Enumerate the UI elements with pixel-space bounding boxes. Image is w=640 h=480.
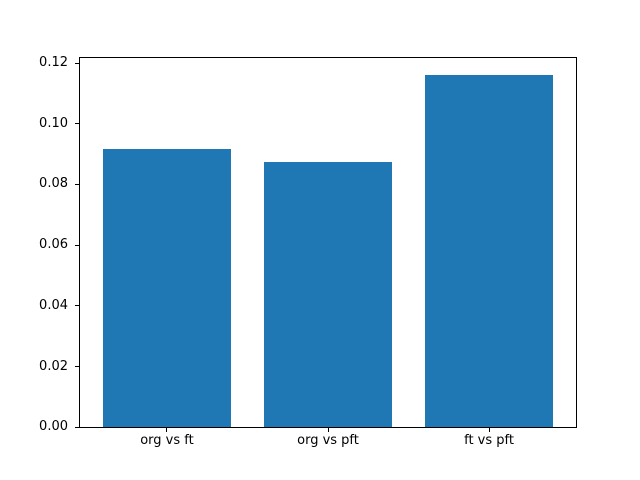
x-tick-mark	[166, 428, 168, 433]
y-tick-mark	[75, 244, 79, 246]
y-tick-mark	[75, 426, 79, 428]
y-tick-label: 0.04	[39, 297, 68, 313]
y-tick-mark	[75, 123, 79, 125]
x-tick-mark	[488, 428, 490, 433]
plot-area	[79, 56, 577, 429]
y-tick-mark	[75, 62, 79, 64]
x-tick-label-org-vs-pft: org vs pft	[297, 433, 359, 448]
y-tick-label: 0.08	[39, 176, 68, 192]
y-tick-label: 0.10	[39, 115, 68, 131]
x-tick-mark	[327, 428, 329, 433]
bar-org-vs-ft	[102, 148, 232, 428]
y-tick-mark	[75, 366, 79, 367]
bar-org-vs-pft	[263, 161, 393, 428]
x-tick-label-org-vs-ft: org vs ft	[140, 433, 194, 448]
bar-ft-vs-pft	[424, 74, 554, 428]
y-tick-label: 0.12	[39, 55, 68, 71]
y-tick-label: 0.02	[39, 358, 68, 374]
y-tick-label: 0.06	[39, 237, 68, 253]
y-tick-label: 0.00	[39, 419, 68, 435]
x-tick-label-ft-vs-pft: ft vs pft	[464, 433, 514, 448]
y-tick-mark	[75, 305, 79, 307]
y-tick-mark	[75, 183, 79, 185]
